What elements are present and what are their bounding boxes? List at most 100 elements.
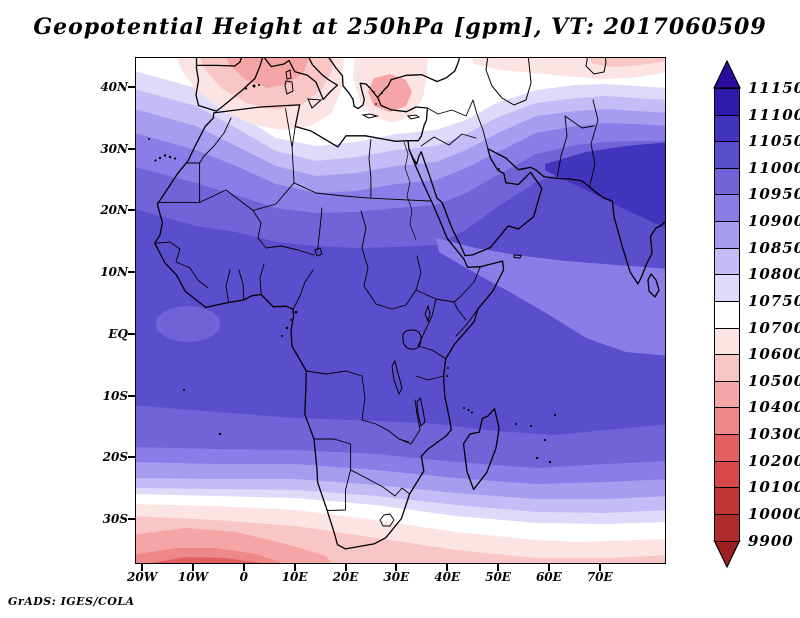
x-tick-mark bbox=[191, 564, 194, 571]
colorbar-segment-p9900 bbox=[714, 513, 740, 542]
colorbar-segment-p10700 bbox=[714, 300, 740, 329]
y-tick-label-EQ: EQ bbox=[108, 326, 128, 341]
country-borders bbox=[154, 99, 599, 527]
colorbar-segment-p10750 bbox=[714, 274, 740, 302]
y-tick-label-30N: 30N bbox=[100, 141, 128, 156]
patch-horn-10900 bbox=[436, 238, 665, 356]
colorbar-segment-p11000 bbox=[714, 141, 740, 169]
colorbar-label-10200: 10200 bbox=[748, 451, 800, 470]
colorbar-segment-p10300 bbox=[714, 407, 740, 436]
x-tick-mark bbox=[344, 564, 347, 571]
colorbar-segment-p11050 bbox=[714, 114, 740, 143]
aral-sea bbox=[585, 58, 607, 75]
colorbar-arrow-top bbox=[713, 60, 741, 89]
x-tick-mark bbox=[598, 564, 601, 571]
plot-title: Geopotential Height at 250hPa [gpm], VT:… bbox=[33, 14, 767, 40]
y-tick-mark bbox=[128, 456, 135, 459]
x-tick-label-60E: 60E bbox=[535, 570, 562, 584]
y-tick-mark bbox=[128, 394, 135, 397]
patch-atlantic-10950 bbox=[156, 306, 220, 342]
colorbar-label-10700: 10700 bbox=[748, 318, 800, 337]
colorbar-segment-p10000 bbox=[714, 487, 740, 515]
colorbar-segment-p10850 bbox=[714, 221, 740, 249]
x-tick-mark bbox=[446, 564, 449, 571]
low-iberia-core bbox=[226, 58, 309, 88]
colorbar-label-10100: 10100 bbox=[748, 478, 800, 497]
colorbar-label-10800: 10800 bbox=[748, 265, 800, 284]
x-tick-label-0: 0 bbox=[239, 570, 248, 584]
colorbar-segment-p10950 bbox=[714, 167, 740, 196]
y-tick-mark bbox=[128, 86, 135, 88]
y-tick-label-20N: 20N bbox=[100, 203, 128, 218]
colorbar: 11150 11100 11050 11000 10950 10900 10850 10800… bbox=[713, 60, 800, 600]
colorbar-label-10600: 10600 bbox=[748, 345, 800, 364]
y-tick-mark bbox=[128, 209, 135, 212]
colorbar-segment-p10500 bbox=[714, 354, 740, 382]
nile-river bbox=[403, 141, 417, 241]
colorbar-label-10950: 10950 bbox=[748, 185, 800, 204]
colorbar-label-10500: 10500 bbox=[748, 371, 800, 390]
coastline-balkans-greece-turkey bbox=[328, 58, 429, 142]
x-tick-label-50E: 50E bbox=[485, 570, 511, 584]
y-tick-label-10S: 10S bbox=[102, 388, 128, 403]
y-tick-label-30S: 30S bbox=[102, 511, 128, 526]
low-turkey-core bbox=[368, 74, 412, 112]
colorbar-segment-p11100 bbox=[714, 88, 740, 116]
colorbar-label-11050: 11050 bbox=[748, 132, 800, 151]
colorbar-label-10900: 10900 bbox=[748, 212, 800, 231]
x-tick-label-30E: 30E bbox=[383, 570, 410, 584]
coastline-iberia bbox=[195, 58, 264, 112]
colorbar-segment-p10600 bbox=[714, 327, 740, 356]
low-topright-mid bbox=[589, 58, 665, 67]
low-capetown-core bbox=[151, 557, 261, 563]
colorbar-segment-p10200 bbox=[714, 434, 740, 462]
coastline-africa bbox=[154, 104, 505, 550]
colorbar-label-10750: 10750 bbox=[748, 291, 800, 310]
coastline-madagascar bbox=[462, 408, 500, 491]
colorbar-label-9900: 9900 bbox=[748, 531, 794, 550]
coastline-bosporus-marmara bbox=[376, 78, 392, 99]
y-tick-label-20S: 20S bbox=[102, 450, 128, 465]
x-tick-mark bbox=[141, 564, 144, 571]
colorbar-segment-p10400 bbox=[714, 380, 740, 409]
coastline-black-sea bbox=[390, 58, 461, 83]
x-tick-label-70E: 70E bbox=[586, 570, 613, 584]
caspian-sea bbox=[485, 58, 532, 106]
x-tick-label-10W: 10W bbox=[177, 570, 209, 584]
colorbar-segment-p10900 bbox=[714, 194, 740, 223]
coastline-italy bbox=[263, 58, 339, 101]
colorbar-label-10850: 10850 bbox=[748, 238, 800, 257]
x-tick-label-10E: 10E bbox=[281, 570, 308, 584]
colorbar-label-11150: 11150 bbox=[748, 79, 800, 97]
lakes bbox=[314, 247, 431, 427]
colorbar-label-11100: 11100 bbox=[748, 105, 800, 124]
grads-attribution: GrADS: IGES/COLA bbox=[8, 595, 135, 608]
islands bbox=[148, 69, 557, 464]
x-tick-mark bbox=[547, 564, 550, 571]
ridge-core-11050 bbox=[545, 142, 665, 228]
coastline-sri-lanka bbox=[647, 273, 660, 298]
colorbar-label-10300: 10300 bbox=[748, 425, 800, 444]
x-tick-mark bbox=[242, 564, 245, 571]
y-tick-label-10N: 10N bbox=[100, 265, 128, 280]
colorbar-segment-p10100 bbox=[714, 460, 740, 489]
y-tick-label-40N: 40N bbox=[100, 80, 128, 94]
y-tick-mark bbox=[128, 517, 135, 520]
x-tick-mark bbox=[497, 564, 500, 571]
x-tick-mark bbox=[293, 564, 296, 571]
x-tick-label-40E: 40E bbox=[434, 570, 461, 584]
low-capetown-ring2 bbox=[136, 548, 282, 563]
colorbar-label-10000: 10000 bbox=[748, 504, 800, 523]
colorbar-label-11000: 11000 bbox=[748, 158, 800, 177]
y-tick-mark bbox=[128, 271, 135, 274]
x-tick-mark bbox=[395, 564, 398, 571]
colorbar-arrow-bottom bbox=[713, 540, 741, 569]
plot-frame bbox=[135, 57, 666, 564]
x-tick-label-20W: 20W bbox=[127, 570, 158, 584]
y-tick-mark bbox=[128, 147, 135, 150]
colorbar-segment-p10800 bbox=[714, 247, 740, 276]
colorbar-label-10400: 10400 bbox=[748, 398, 800, 417]
coastline-iberia-north bbox=[195, 58, 243, 67]
